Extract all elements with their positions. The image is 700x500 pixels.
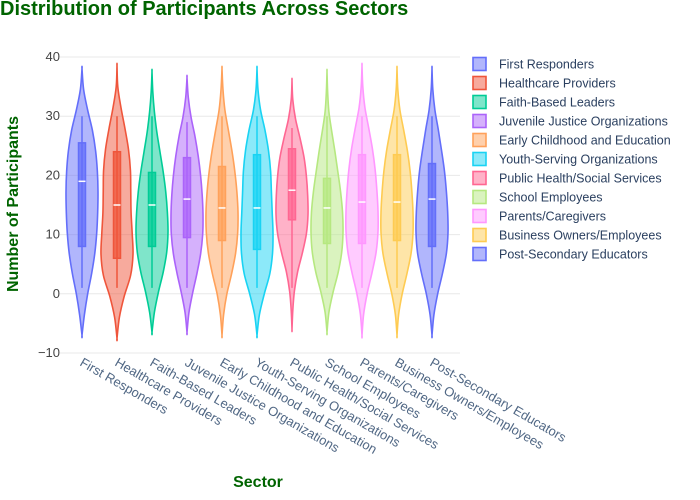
- legend-swatch: [472, 227, 487, 243]
- violin-box: [252, 153, 262, 251]
- y-tick-label: 30: [46, 108, 60, 123]
- legend-item[interactable]: Healthcare Providers: [472, 75, 616, 91]
- legend-label: Youth-Serving Organizations: [499, 153, 658, 167]
- legend-label: First Responders: [499, 58, 594, 72]
- legend-swatch: [472, 56, 487, 72]
- violin-box: [392, 153, 402, 242]
- legend-item[interactable]: Early Childhood and Education: [472, 132, 671, 148]
- legend-item[interactable]: Business Owners/Employees: [472, 227, 662, 243]
- legend-item[interactable]: School Employees: [472, 189, 603, 205]
- violin-7: [275, 77, 309, 333]
- violin-box: [322, 177, 332, 245]
- y-tick-label: −10: [38, 345, 60, 360]
- legend-item[interactable]: Youth-Serving Organizations: [472, 151, 658, 167]
- legend-swatch: [472, 75, 487, 91]
- x-axis-title: Sector: [233, 474, 283, 491]
- legend-swatch: [472, 170, 487, 186]
- legend-label: Healthcare Providers: [499, 77, 616, 91]
- y-tick-label: 40: [46, 49, 60, 64]
- legend-item[interactable]: Post-Secondary Educators: [472, 246, 648, 262]
- legend-swatch: [472, 208, 487, 224]
- violin-2: [100, 62, 134, 342]
- legend-item[interactable]: Public Health/Social Services: [472, 170, 662, 186]
- legend-swatch: [472, 189, 487, 205]
- violin-3: [135, 68, 169, 336]
- legend-label: Parents/Caregivers: [499, 210, 606, 224]
- violin-10: [380, 65, 414, 339]
- y-axis-title: Number of Participants: [5, 116, 22, 292]
- legend-label: Juvenile Justice Organizations: [499, 115, 668, 129]
- legend-label: Public Health/Social Services: [499, 172, 662, 186]
- legend: First Responders Healthcare Providers Fait…: [472, 56, 671, 262]
- legend-swatch: [472, 94, 487, 110]
- violin-box: [427, 162, 437, 248]
- y-tick-label: 0: [53, 286, 60, 301]
- y-tick-label: 10: [46, 227, 60, 242]
- y-tick-label: 20: [46, 167, 60, 182]
- legend-item[interactable]: Juvenile Justice Organizations: [472, 113, 668, 129]
- violin-6: [240, 65, 274, 339]
- legend-item[interactable]: Faith-Based Leaders: [472, 94, 615, 110]
- violin-box: [182, 156, 192, 239]
- violin-box: [357, 153, 367, 245]
- legend-swatch: [472, 246, 487, 262]
- legend-swatch: [472, 132, 487, 148]
- violin-box: [77, 142, 87, 248]
- violin-box: [287, 148, 297, 221]
- legend-swatch: [472, 151, 487, 167]
- violin-box: [217, 165, 227, 242]
- legend-item[interactable]: Parents/Caregivers: [472, 208, 606, 224]
- legend-label: Early Childhood and Education: [499, 134, 671, 148]
- legend-label: Faith-Based Leaders: [499, 96, 615, 110]
- violin-5: [205, 65, 239, 339]
- violin-box: [147, 171, 157, 248]
- legend-label: Business Owners/Employees: [499, 229, 662, 243]
- violin-9: [345, 62, 379, 339]
- violin-8: [310, 68, 344, 336]
- chart-title: Distribution of Participants Across Sect…: [0, 0, 408, 20]
- violin-1: [65, 65, 99, 339]
- y-axis-ticks: 40 30 20 10 0 −10: [38, 49, 60, 360]
- legend-label: Post-Secondary Educators: [499, 248, 648, 262]
- legend-swatch: [472, 113, 487, 129]
- legend-item[interactable]: First Responders: [472, 56, 594, 72]
- violin-4: [170, 74, 204, 336]
- violin-11: [415, 65, 449, 339]
- violins: [65, 62, 449, 342]
- legend-label: School Employees: [499, 191, 603, 205]
